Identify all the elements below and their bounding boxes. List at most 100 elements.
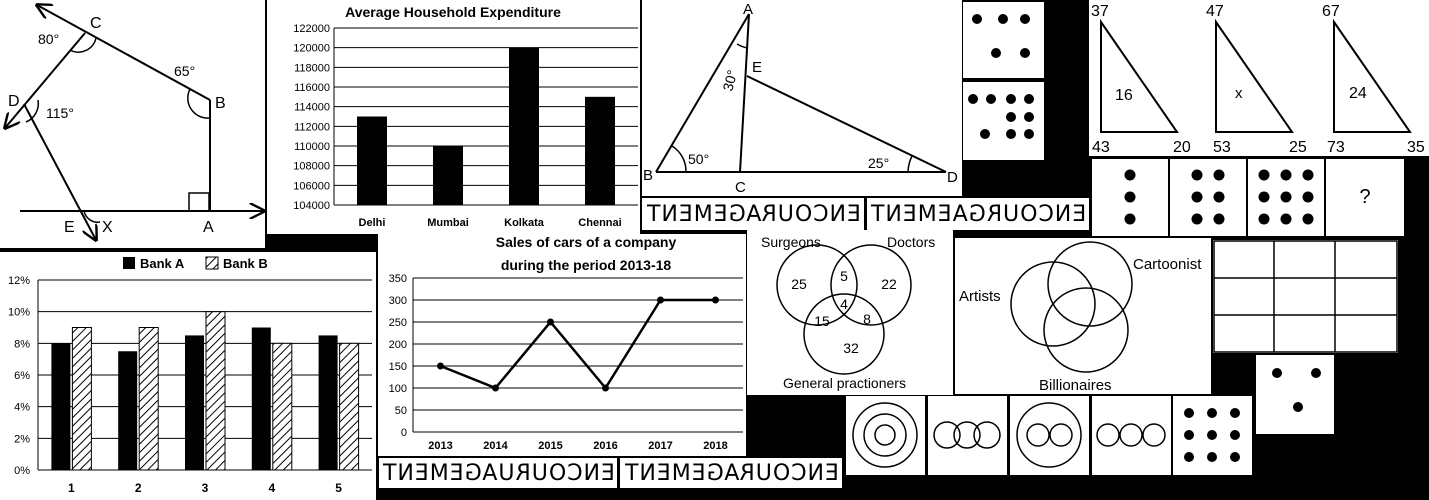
venn-artists-svg: Cartoonist Artists Billionaires [955,238,1211,394]
venn-medical-svg: Surgeons Doctors General practioners 25 … [747,230,953,395]
dice-dot [1230,430,1240,440]
row-circles [1092,396,1171,475]
point-x: X [102,219,113,236]
y-tick-label: 116000 [294,82,330,94]
triangle-1-inner: 16 [1115,87,1133,104]
dice-dot [1214,214,1225,225]
venn-medical: Surgeons Doctors General practioners 25 … [747,230,953,395]
dice-dot [1192,192,1203,203]
bar [357,117,387,206]
venn-artists: Cartoonist Artists Billionaires [955,238,1211,394]
dice-nine-svg [963,82,1044,160]
circle-inner [1050,424,1072,446]
y-tick-label: 4% [14,402,30,414]
triangle-3-bottom-right: 35 [1407,139,1425,156]
dice-dot [1281,170,1292,181]
legend-swatch-bank-a [123,257,135,269]
dice-dot [1303,192,1314,203]
angle-label-b: 50° [688,151,709,167]
row-circles-svg [1092,396,1171,475]
point-e: E [64,219,75,236]
dice-dot [1259,192,1270,203]
legend-swatch-bank-b [206,257,218,269]
value-doctors-only: 22 [881,276,897,292]
dice-dot [1024,94,1034,104]
label-gp: General practioners [783,375,906,391]
value-doctors-gp: 8 [863,311,871,327]
line-cb [37,5,210,100]
mirror-word-3: ENCOURUAGEMENT [379,458,617,488]
dice-dot [1311,368,1321,378]
triangle-2-bottom-right: 25 [1289,139,1307,156]
dot-series-3-svg [1092,159,1168,236]
dice-dot [980,129,990,139]
bar-bank-a [118,351,137,470]
circle-ring [1143,424,1165,446]
triangle-3-bottom-left: 73 [1327,139,1345,156]
angle-label-d: 25° [868,155,889,171]
bar-bank-a [185,335,204,470]
mirror-word-3-text: ENCOURUAGEMENT [382,461,615,486]
dice-dot [1272,368,1282,378]
x-tick-label: 2013 [428,440,452,452]
dice-five-svg [963,2,1044,78]
data-point [712,297,719,304]
dice-dot [1303,214,1314,225]
angle-arc-b [672,146,686,172]
dice-five [963,2,1044,78]
y-tick-label: 106000 [293,180,330,192]
y-tick-label: 350 [389,273,407,285]
triangle-3-top: 67 [1322,3,1340,20]
dot-series-question: ? [1326,159,1404,236]
segment-ed [747,76,946,172]
dice-dot [1125,170,1136,181]
y-tick-label: 118000 [294,62,330,74]
x-tick-label: 2 [135,481,142,495]
dice-dot [986,94,996,104]
y-tick-label: 150 [389,361,407,373]
value-surgeons-doctors: 5 [840,268,848,284]
point-c: C [735,179,746,196]
label-artists: Artists [959,288,1001,305]
point-d: D [8,93,20,110]
dice-three [1256,355,1334,434]
dot-series-3 [1092,159,1168,236]
dice-three-svg [1256,355,1334,434]
triangle-figure: A E B C D 30° 50° 25° [642,0,962,196]
x-tick-label: 2016 [593,440,617,452]
dice-dot [1020,14,1030,24]
angle-label-b: 65° [174,63,195,79]
value-surgeons-gp: 15 [814,313,830,329]
point-c: C [90,15,102,32]
bar-bank-b [72,328,91,471]
y-tick-label: 112000 [294,121,330,133]
y-tick-label: 110000 [294,141,330,153]
bar [433,146,463,205]
concentric-circles-svg [846,396,925,475]
triangle-2-inner: x [1235,85,1243,102]
triangle-figure-svg: A E B C D 30° 50° 25° [642,0,962,196]
mirror-word-2: ENCOURGAEMENT [867,198,1089,230]
dice-dot [1192,214,1203,225]
circle-two-inner-svg [1010,396,1089,475]
x-tick-label: Chennai [578,217,621,229]
cars-chart-svg: Sales of cars of a company during the pe… [378,234,746,456]
triangle-1-bottom-right: 20 [1173,139,1191,156]
value-all-three: 4 [840,296,848,312]
y-tick-label: 104000 [293,200,330,212]
point-d: D [947,169,958,186]
dice-dot [1214,170,1225,181]
expenditure-chart: Average Household Expenditure 122000 1200… [267,0,640,234]
dice-dot [1214,192,1225,203]
circle-ring [974,422,1000,448]
y-tick-label: 6% [14,370,30,382]
right-angle-mark [189,193,209,211]
data-point [657,297,664,304]
line-de [24,104,96,240]
puzzle-triangle-1 [1101,22,1177,132]
label-surgeons: Surgeons [761,234,821,250]
circle-outer [853,403,917,467]
legend-bank-a: Bank A [140,256,185,271]
dice-nine [963,82,1044,160]
circle-inner [1027,424,1049,446]
